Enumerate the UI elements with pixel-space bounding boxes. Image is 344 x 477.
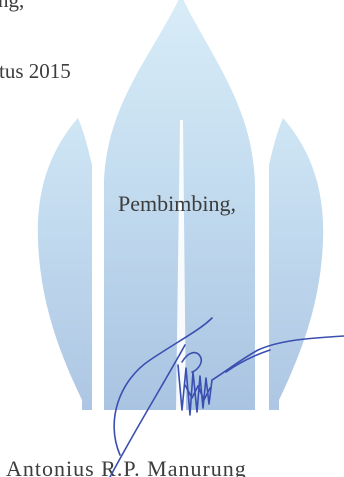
logo-gap-right [255,150,269,420]
signature-sweep [109,344,186,477]
signature-loop [113,317,213,456]
date-text-fragment: tus 2015 [0,59,71,83]
logo-left-lobe [37,118,92,410]
logo-center-split [176,120,186,410]
signature-scribble-1 [177,364,213,416]
pembimbing-label: Pembimbing, [118,191,236,216]
signature-scribble-2 [181,351,203,373]
logo-right-lobe [269,118,324,410]
top-text-fragment: ng, [0,0,25,12]
supervisor-name: Antonius R.P. Manurung [6,456,247,477]
signature-tail [211,335,344,381]
signature-tail-2 [225,349,271,373]
logo-gap-left [92,150,104,420]
signature-scribble-3 [184,384,211,401]
